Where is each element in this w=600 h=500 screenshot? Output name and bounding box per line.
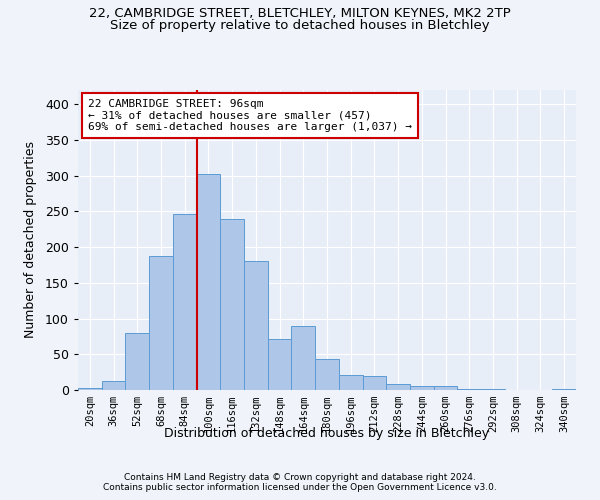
Bar <box>78 388 102 390</box>
Text: Contains public sector information licensed under the Open Government Licence v3: Contains public sector information licen… <box>103 482 497 492</box>
Bar <box>434 386 457 390</box>
Text: Distribution of detached houses by size in Bletchley: Distribution of detached houses by size … <box>164 428 490 440</box>
Bar <box>292 326 315 390</box>
Y-axis label: Number of detached properties: Number of detached properties <box>24 142 37 338</box>
Bar <box>386 384 410 390</box>
Bar <box>268 338 292 390</box>
Bar <box>410 386 434 390</box>
Bar <box>244 262 268 390</box>
Bar <box>339 375 362 390</box>
Bar <box>362 376 386 390</box>
Bar <box>197 174 220 390</box>
Bar <box>173 214 197 390</box>
Bar <box>315 358 339 390</box>
Text: 22 CAMBRIDGE STREET: 96sqm
← 31% of detached houses are smaller (457)
69% of sem: 22 CAMBRIDGE STREET: 96sqm ← 31% of deta… <box>88 99 412 132</box>
Bar <box>125 333 149 390</box>
Text: Size of property relative to detached houses in Bletchley: Size of property relative to detached ho… <box>110 19 490 32</box>
Text: Contains HM Land Registry data © Crown copyright and database right 2024.: Contains HM Land Registry data © Crown c… <box>124 472 476 482</box>
Bar <box>220 218 244 390</box>
Bar <box>149 256 173 390</box>
Text: 22, CAMBRIDGE STREET, BLETCHLEY, MILTON KEYNES, MK2 2TP: 22, CAMBRIDGE STREET, BLETCHLEY, MILTON … <box>89 8 511 20</box>
Bar <box>102 382 125 390</box>
